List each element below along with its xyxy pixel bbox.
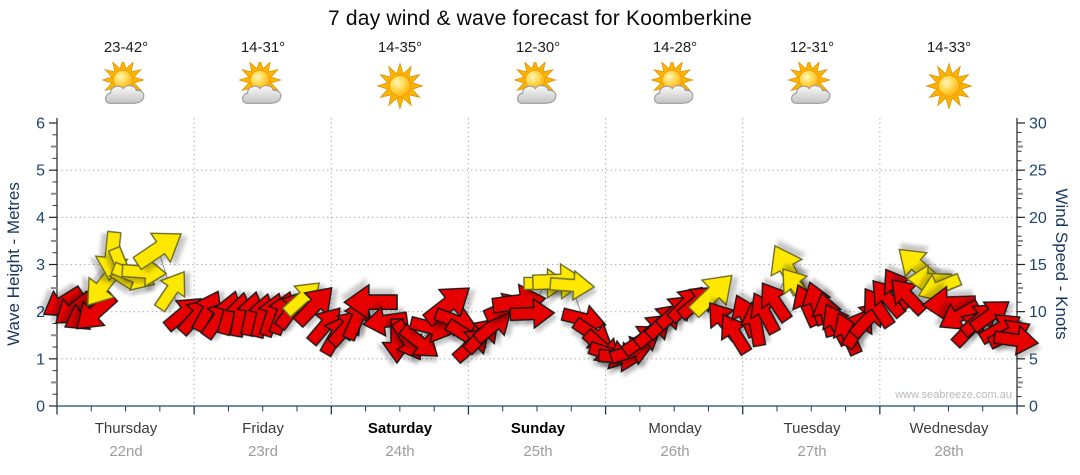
wind-arrow (687, 274, 733, 319)
wind-arrow (132, 232, 182, 271)
svg-text:20: 20 (1029, 210, 1047, 227)
svg-text:5: 5 (1029, 351, 1038, 368)
wind-arrow (761, 282, 793, 324)
svg-text:15: 15 (1029, 257, 1047, 274)
wind-arrow (968, 301, 1010, 334)
wind-arrow (153, 270, 186, 313)
axes: 0 1 2 3 4 5 6 0 5 10 15 20 25 30 (36, 116, 1047, 416)
svg-text:0: 0 (1029, 399, 1038, 416)
wind-arrow (549, 269, 596, 302)
svg-text:5: 5 (36, 163, 45, 180)
wind-arrow (509, 297, 556, 330)
svg-text:0: 0 (36, 399, 45, 416)
svg-text:4: 4 (36, 210, 45, 227)
wind-arrow (292, 286, 333, 329)
watermark: www.seabreeze.com.au (895, 389, 1012, 401)
wind-arrows (42, 230, 1040, 373)
gridlines (57, 118, 1017, 406)
svg-text:1: 1 (36, 351, 45, 368)
wind-arrow (362, 305, 409, 338)
svg-text:6: 6 (36, 116, 45, 133)
svg-text:10: 10 (1029, 304, 1047, 321)
svg-text:2: 2 (36, 304, 45, 321)
svg-text:3: 3 (36, 257, 45, 274)
wind-arrow (398, 323, 439, 357)
wind-arrow (343, 283, 398, 321)
page-title: 7 day wind & wave forecast for Koomberki… (328, 7, 752, 30)
svg-text:25: 25 (1029, 163, 1047, 180)
wind-arrow (938, 298, 983, 331)
svg-text:30: 30 (1029, 116, 1047, 133)
wind-arrow (992, 324, 1040, 356)
